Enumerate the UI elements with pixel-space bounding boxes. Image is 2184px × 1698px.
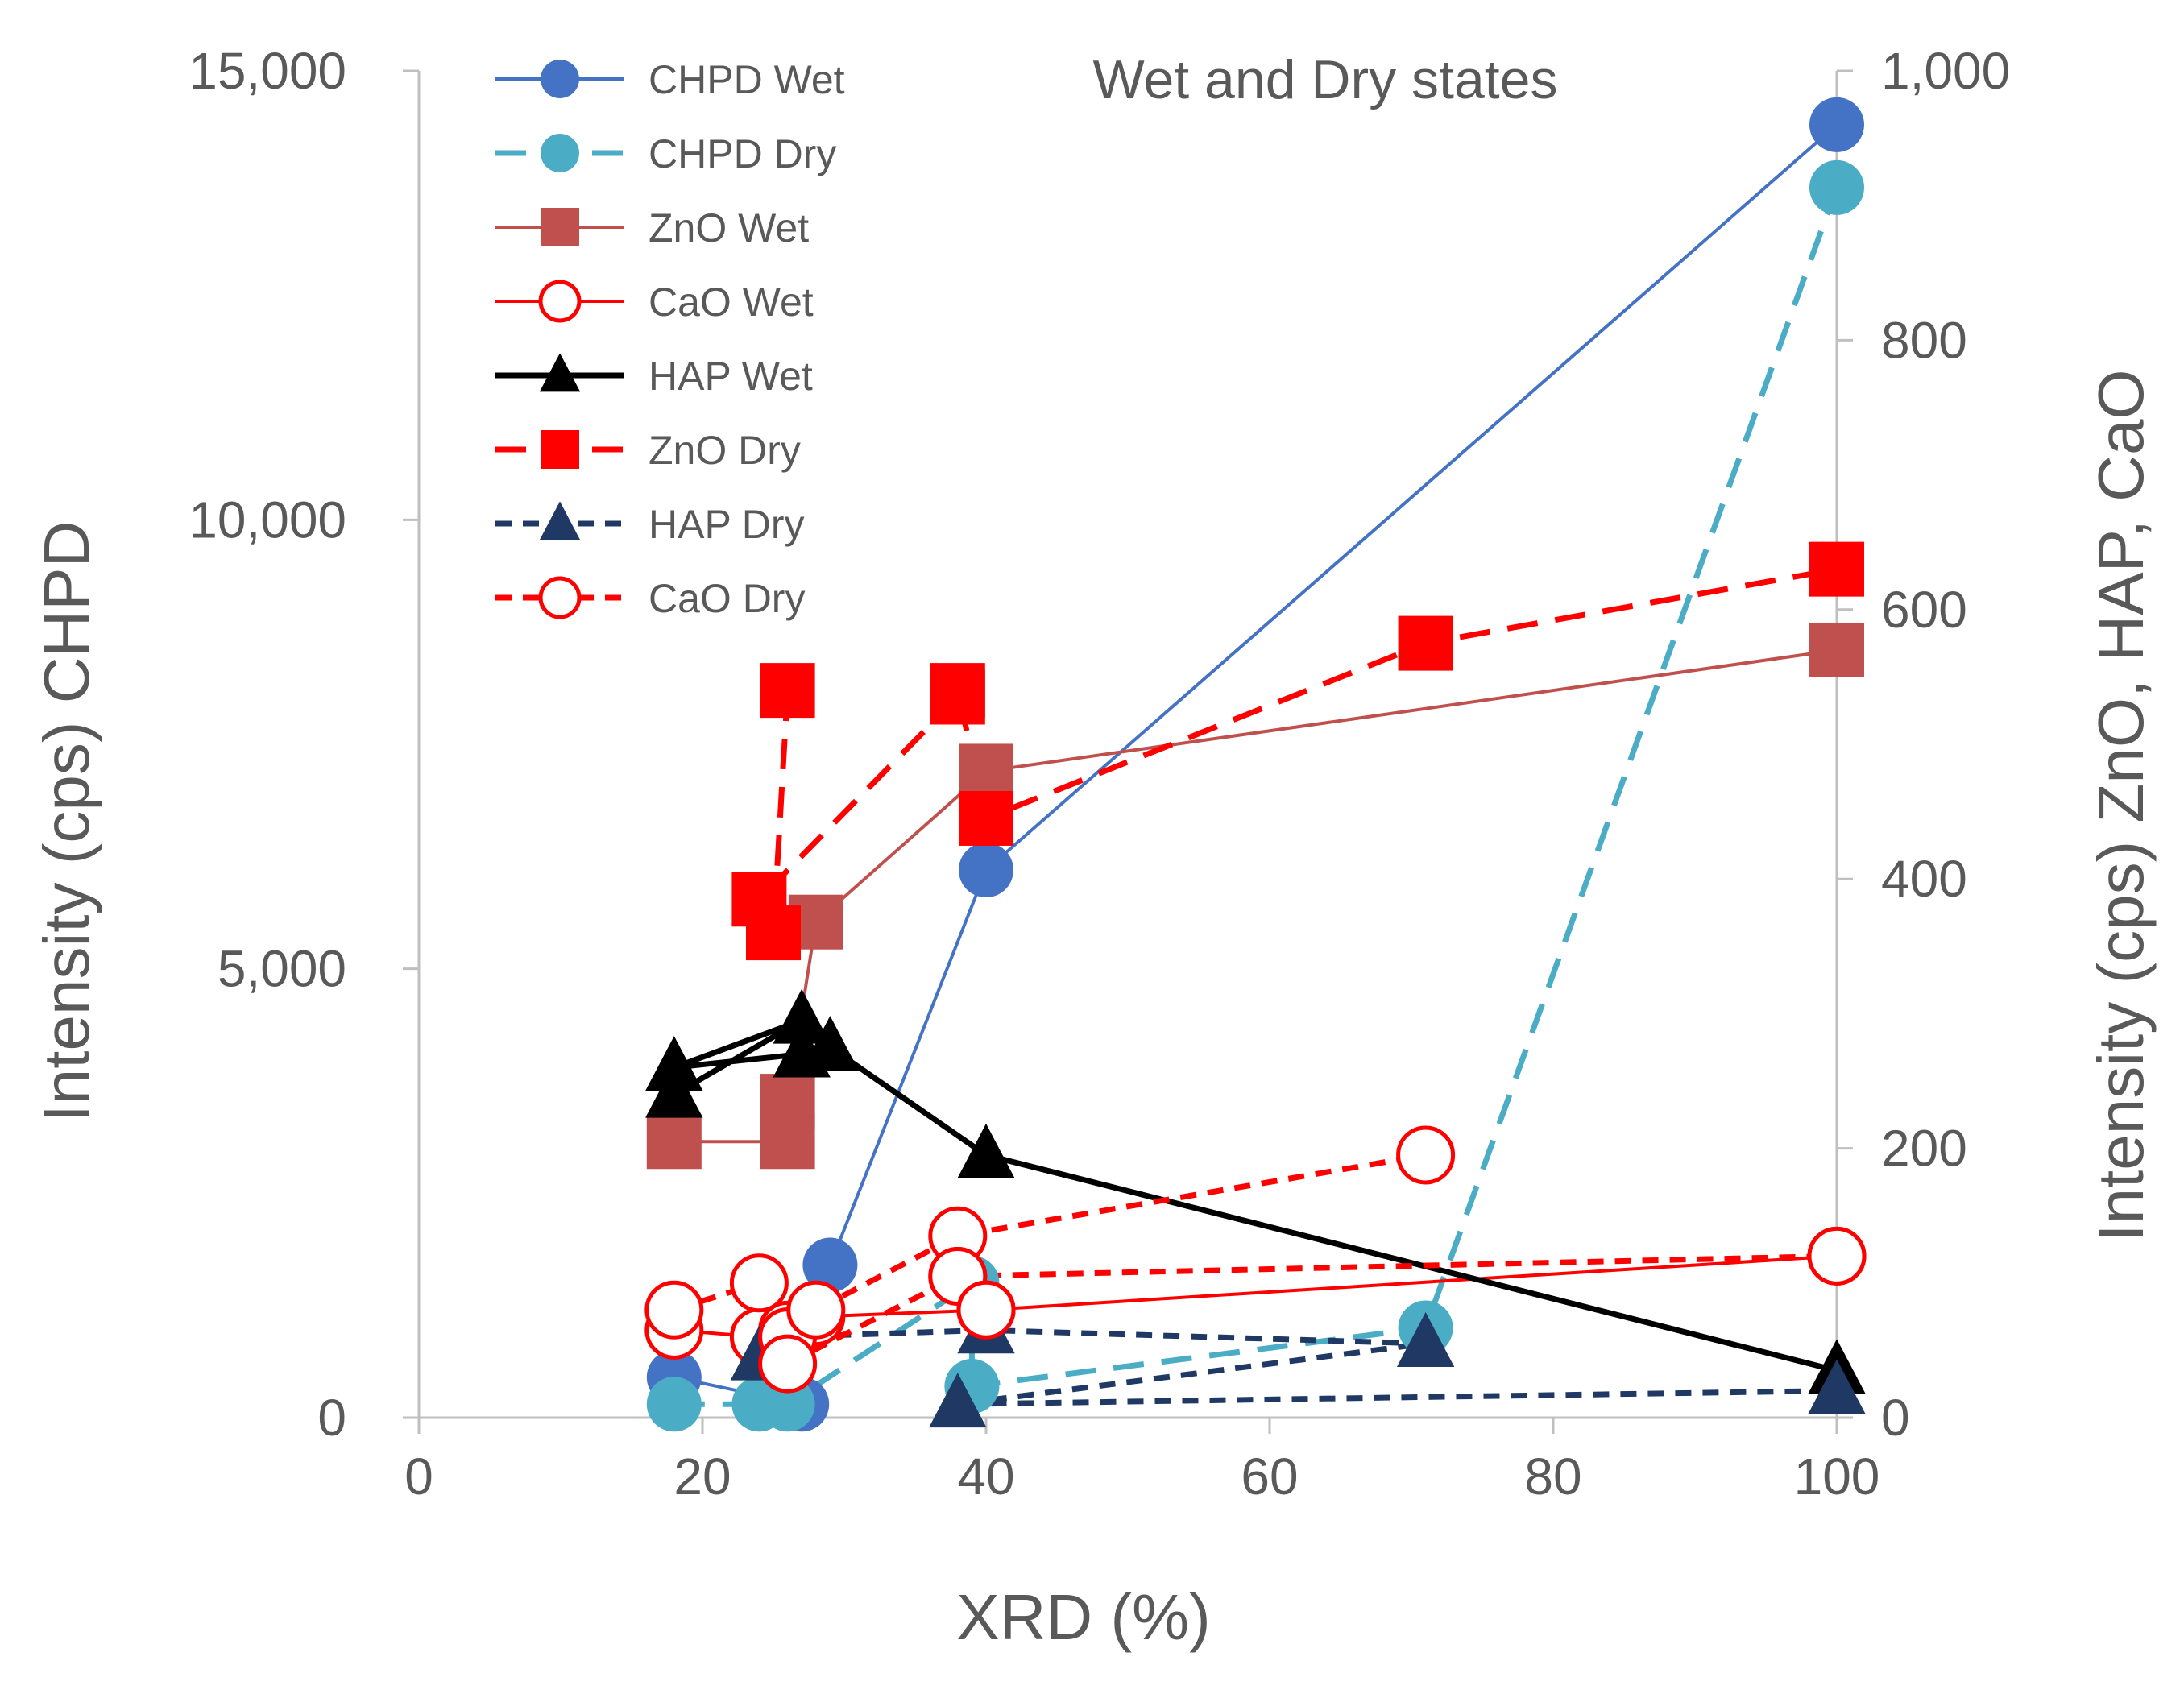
hap-dry-marker [929, 1373, 987, 1428]
zno-dry-marker [731, 872, 787, 927]
zno-wet-marker [1809, 622, 1864, 677]
zno-wet-marker [646, 1114, 702, 1170]
zno-wet-marker [959, 743, 1013, 799]
cao-dry-marker [1396, 1125, 1456, 1185]
legend-label: CaO Wet [649, 280, 814, 325]
zno-dry-marker [959, 790, 1013, 846]
chpd-dry-marker [1809, 159, 1864, 215]
cao-dry-marker [786, 1280, 846, 1340]
cao-dry-marker [1807, 1226, 1867, 1286]
cao-dry-marker [644, 1280, 704, 1340]
zno-dry-marker [1809, 541, 1864, 597]
hap-wet-marker [957, 1123, 1015, 1178]
legend-label: CaO Dry [649, 576, 805, 621]
zno-dry-marker [760, 663, 815, 719]
hap-dry-marker [539, 501, 581, 540]
axes: 0 20 40 60 80 10005,00010,00015,0000200400600… [189, 42, 2010, 1505]
cao-dry-line-segment [785, 1274, 959, 1367]
legend-label: ZnO Wet [649, 205, 809, 251]
y-axis-right-title: Intensity (cps) ZnO, HAP, CaO [2085, 369, 2157, 1241]
hap-dry-marker [1808, 1359, 1866, 1414]
x-tick-label: 60 [1241, 1447, 1298, 1505]
y-right-tick-label: 400 [1881, 850, 1967, 908]
zno-dry-marker [541, 430, 579, 469]
x-axis-title: XRD (%) [956, 1581, 1211, 1653]
y-right-tick-label: 600 [1881, 581, 1967, 639]
hap-dry-line [757, 1327, 1838, 1407]
y-right-tick-label: 1,000 [1881, 42, 2010, 100]
cao-dry-marker [956, 1280, 1016, 1340]
y-left-tick-label: 15,000 [189, 42, 346, 100]
y-axis-left-title: Intensity (cps) CHPD [31, 521, 102, 1123]
chpd-dry-marker [646, 1377, 702, 1432]
cao-dry-marker [758, 1334, 818, 1394]
chpd-wet-marker [1809, 97, 1864, 152]
zno-wet-marker [760, 1074, 815, 1129]
y-right-tick-label: 200 [1881, 1120, 1967, 1178]
hap-wet-marker [539, 353, 581, 392]
plot-area [644, 97, 1867, 1432]
chpd-wet-marker [541, 60, 579, 98]
x-tick-label: 80 [1524, 1447, 1581, 1505]
legend-label: CHPD Dry [649, 131, 836, 176]
cao-dry-marker [538, 576, 582, 619]
hap-dry-marker [1396, 1311, 1455, 1367]
chpd-dry-marker [541, 134, 579, 172]
zno-dry-line [756, 566, 1838, 936]
x-tick-label: 20 [673, 1447, 731, 1505]
legend-label: ZnO Dry [649, 428, 801, 473]
y-left-tick-label: 0 [317, 1389, 346, 1447]
cao-dry-line-segment [957, 1253, 1838, 1279]
chart-title: Wet and Dry states [1093, 49, 1558, 110]
y-left-tick-label: 5,000 [218, 940, 346, 998]
x-tick-label: 100 [1794, 1447, 1880, 1505]
chpd-wet-line [673, 123, 1838, 1406]
chpd-dry-marker [760, 1377, 815, 1432]
chpd-wet-marker [959, 843, 1013, 898]
zno-dry-marker [930, 663, 985, 719]
legend: CHPD Wet CHPD Dry ZnO Wet CaO Wet HAP Wet ZnO… [495, 57, 845, 621]
y-right-tick-label: 800 [1881, 311, 1967, 369]
hap-wet-marker [801, 1016, 860, 1071]
y-right-tick-label: 0 [1881, 1389, 1910, 1447]
y-left-tick-label: 10,000 [189, 491, 346, 549]
legend-label: CHPD Wet [649, 57, 845, 102]
cao-wet-marker [538, 280, 582, 323]
legend-label: HAP Dry [649, 502, 805, 547]
zno-wet-marker [541, 208, 579, 246]
hap-wet-line [671, 1017, 1838, 1373]
zno-dry-marker [1398, 615, 1453, 671]
hap-wet-marker [773, 988, 831, 1044]
legend-label: HAP Wet [649, 354, 813, 399]
chpd-wet-marker [802, 1237, 858, 1293]
x-tick-label: 40 [957, 1447, 1014, 1505]
hap-wet-marker [645, 1036, 703, 1091]
cao-dry-marker [729, 1253, 789, 1313]
x-tick-label: 0 [404, 1447, 433, 1505]
